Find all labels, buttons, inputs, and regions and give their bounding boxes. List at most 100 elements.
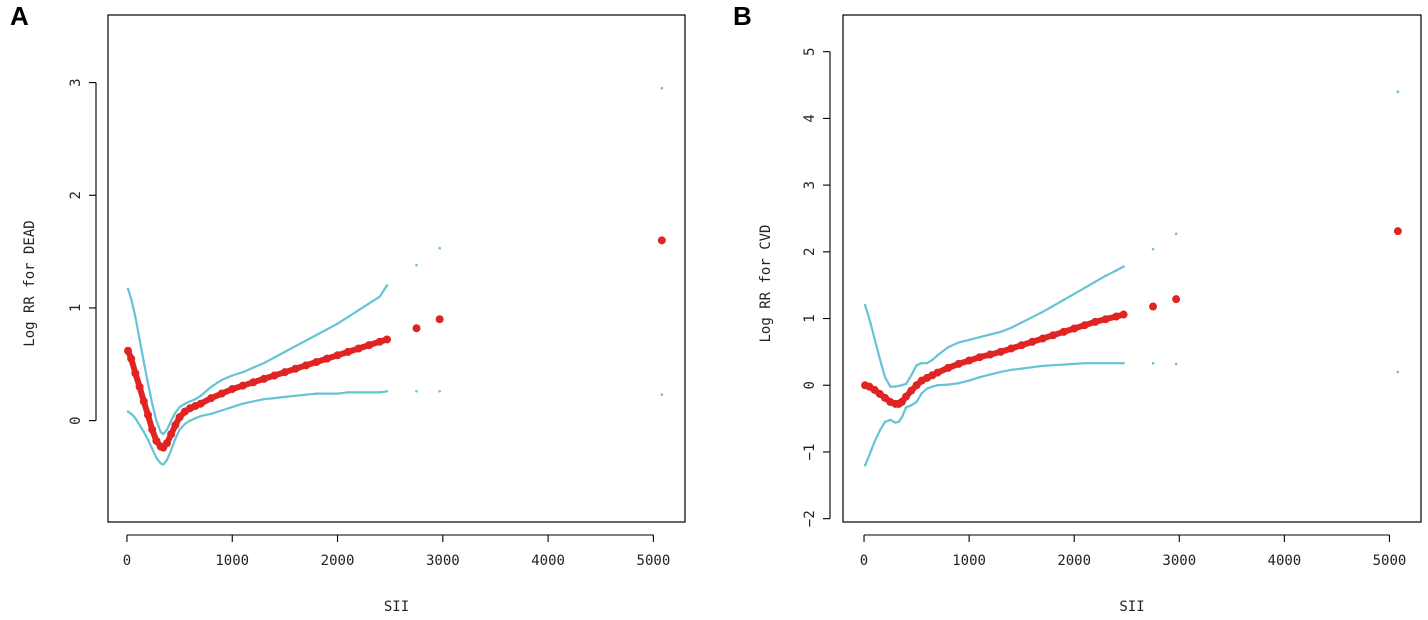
upper_ci-point (209, 385, 213, 388)
upper_ci-point (1115, 269, 1118, 272)
upper_ci-point (999, 330, 1002, 334)
estimate-point (139, 397, 148, 406)
lower_ci-point (988, 373, 992, 376)
upper_ci-point (315, 333, 318, 337)
estimate-point (1080, 321, 1089, 330)
lower_ci-point (1041, 364, 1044, 368)
upper_ci-point (1041, 310, 1044, 314)
lower_ci-point (1062, 363, 1065, 366)
lower_ci-point (155, 456, 158, 459)
upper_ci-point (897, 384, 900, 388)
estimate-point (228, 385, 237, 394)
x-tick-label: 5000 (1373, 553, 1407, 569)
lower_ci-point (385, 390, 389, 393)
y-axis-title: Log RR for DEAD (22, 220, 38, 346)
upper_ci-point (283, 350, 287, 354)
estimate-point (280, 368, 289, 377)
upper_ci-point (129, 297, 133, 301)
estimate-point (1017, 341, 1026, 350)
estimate-point (196, 399, 205, 408)
x-tick-label: 4000 (1268, 553, 1302, 569)
lower_ci-point (357, 391, 360, 394)
lower_ci-point (660, 393, 664, 396)
upper_ci-point (415, 263, 418, 267)
upper_ci-point (967, 338, 971, 342)
x-axis-title: SII (384, 599, 409, 615)
lower_ci-point (900, 416, 904, 419)
lower_ci-point (159, 462, 162, 465)
lower_ci-point (1073, 362, 1076, 366)
estimate-point (1091, 317, 1100, 326)
estimate-point (383, 335, 392, 344)
estimate-point (135, 382, 144, 391)
lower_ci-point (315, 392, 318, 395)
lower_ci-point (1030, 366, 1034, 369)
upper_ci-point (904, 382, 908, 386)
x-axis-title: SII (1119, 599, 1144, 615)
upper_ci-point (900, 384, 904, 387)
lower_ci-point (1104, 362, 1107, 365)
lower_ci-point (346, 391, 350, 394)
y-tick-label: 2 (68, 191, 84, 199)
upper_ci-point (142, 360, 145, 364)
estimate-point (944, 363, 953, 372)
lower_ci-point (378, 391, 381, 394)
lower_ci-point (325, 392, 329, 395)
upper_ci-point (925, 362, 929, 365)
upper_ci-line (126, 284, 389, 436)
estimate-point (975, 353, 984, 362)
upper_ci-point (385, 284, 389, 287)
upper_ci-point (367, 302, 371, 305)
estimate-point (344, 347, 353, 356)
lower_ci-point (252, 400, 255, 403)
upper_ci-point (1396, 90, 1400, 94)
lower_ci-point (1083, 362, 1086, 365)
lower_ci-point (904, 406, 908, 409)
estimate-point (270, 371, 279, 380)
upper_ci-point (252, 366, 255, 369)
y-tick-label: 2 (802, 248, 818, 256)
lower_ci-point (283, 395, 287, 399)
lower_ci-point (999, 370, 1002, 374)
lower_ci-point (978, 376, 981, 379)
estimate-point (291, 364, 300, 373)
upper_ci-point (336, 322, 339, 325)
x-tick-label: 0 (860, 553, 868, 569)
lower_ci-point (165, 458, 169, 462)
estimate-point (1038, 334, 1047, 343)
upper_ci-point (188, 400, 192, 403)
lower_ci-point (188, 419, 192, 422)
upper_ci-point (1094, 280, 1097, 284)
upper_ci-point (126, 287, 130, 290)
estimate-point (312, 358, 321, 367)
lower_ci-point (151, 447, 154, 450)
y-tick-label: 1 (802, 314, 818, 322)
lower_ci-point (897, 420, 900, 424)
plot-frame (842, 14, 1422, 523)
estimate-point (354, 344, 363, 353)
upper_ci-point (1062, 298, 1065, 302)
upper_ci-point (1083, 286, 1086, 290)
estimate-point (907, 386, 916, 395)
lower_ci-point (174, 437, 177, 440)
x-tick-label: 3000 (426, 553, 460, 569)
estimate-point (175, 413, 184, 422)
estimate-point (144, 410, 153, 419)
lower_ci-point (910, 404, 913, 407)
lower_ci-point (946, 383, 950, 386)
lower_ci-point (178, 428, 181, 431)
estimate-point (1007, 344, 1016, 353)
lower_ci-point (126, 410, 130, 413)
upper_ci-point (159, 430, 162, 434)
estimate-point (912, 381, 921, 390)
upper_ci-point (894, 385, 897, 388)
upper_ci-point (346, 315, 350, 319)
estimate-point (1172, 295, 1181, 304)
upper_ci-point (1122, 265, 1125, 268)
lower_ci-point (873, 440, 876, 444)
upper_ci-point (138, 338, 141, 341)
x-tick-label: 2000 (1057, 553, 1091, 569)
upper_ci-point (957, 341, 960, 344)
upper_ci-point (241, 370, 244, 374)
